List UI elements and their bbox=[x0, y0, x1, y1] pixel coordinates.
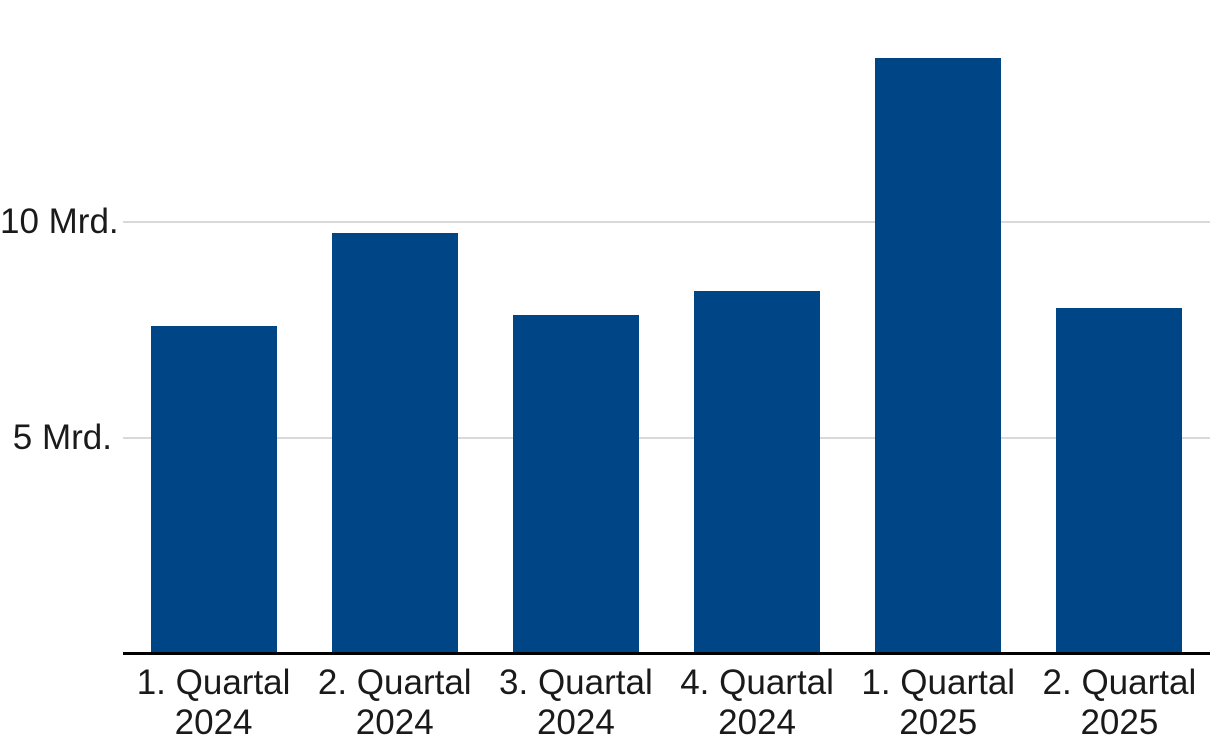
x-axis-label-line: 2024 bbox=[536, 703, 615, 742]
bar-2-quartal-2024[interactable] bbox=[331, 233, 458, 654]
x-axis-label-line: 4. Quartal bbox=[680, 663, 834, 702]
x-axis-label-line: 3. Quartal bbox=[499, 663, 653, 702]
x-axis-label-2-quartal-2024: 2. Quartal 2024 bbox=[304, 663, 485, 743]
x-axis-label-line: 2. Quartal bbox=[1042, 663, 1197, 702]
x-axis-label-1-quartal-2025: 1. Quartal 2025 bbox=[848, 663, 1029, 743]
x-axis-label-line: 2024 bbox=[355, 703, 434, 742]
bar-4-quartal-2024[interactable] bbox=[694, 291, 821, 654]
x-axis-label-4-quartal-2024: 4. Quartal 2024 bbox=[667, 663, 848, 743]
x-axis-line bbox=[123, 652, 1210, 655]
x-axis-label-line: 1. Quartal bbox=[136, 663, 291, 702]
bar-1-quartal-2025[interactable] bbox=[875, 58, 1002, 654]
bar-1-quartal-2024[interactable] bbox=[150, 326, 277, 654]
x-axis-label-line: 1. Quartal bbox=[861, 663, 1016, 702]
bar-2-quartal-2025[interactable] bbox=[1056, 308, 1183, 654]
y-axis: 5 Mrd. 10 Mrd. bbox=[0, 0, 119, 654]
x-axis-label-line: 2025 bbox=[899, 703, 978, 742]
x-axis-label-3-quartal-2024: 3. Quartal 2024 bbox=[485, 663, 666, 743]
x-axis-label-line: 2025 bbox=[1080, 703, 1159, 742]
x-axis-label-2-quartal-2025: 2. Quartal 2025 bbox=[1029, 663, 1210, 743]
gridline-5-mrd bbox=[123, 437, 1210, 439]
x-axis-label-1-quartal-2024: 1. Quartal 2024 bbox=[123, 663, 304, 743]
y-tick-label-10-mrd: 10 Mrd. bbox=[0, 202, 119, 241]
bar-3-quartal-2024[interactable] bbox=[512, 315, 639, 654]
gridline-10-mrd bbox=[123, 221, 1210, 223]
y-tick-label-5-mrd: 5 Mrd. bbox=[12, 418, 112, 457]
plot-area bbox=[123, 0, 1210, 655]
x-axis-label-line: 2024 bbox=[174, 703, 253, 742]
x-axis-label-line: 2024 bbox=[718, 703, 797, 742]
x-axis-label-line: 2. Quartal bbox=[317, 663, 472, 702]
